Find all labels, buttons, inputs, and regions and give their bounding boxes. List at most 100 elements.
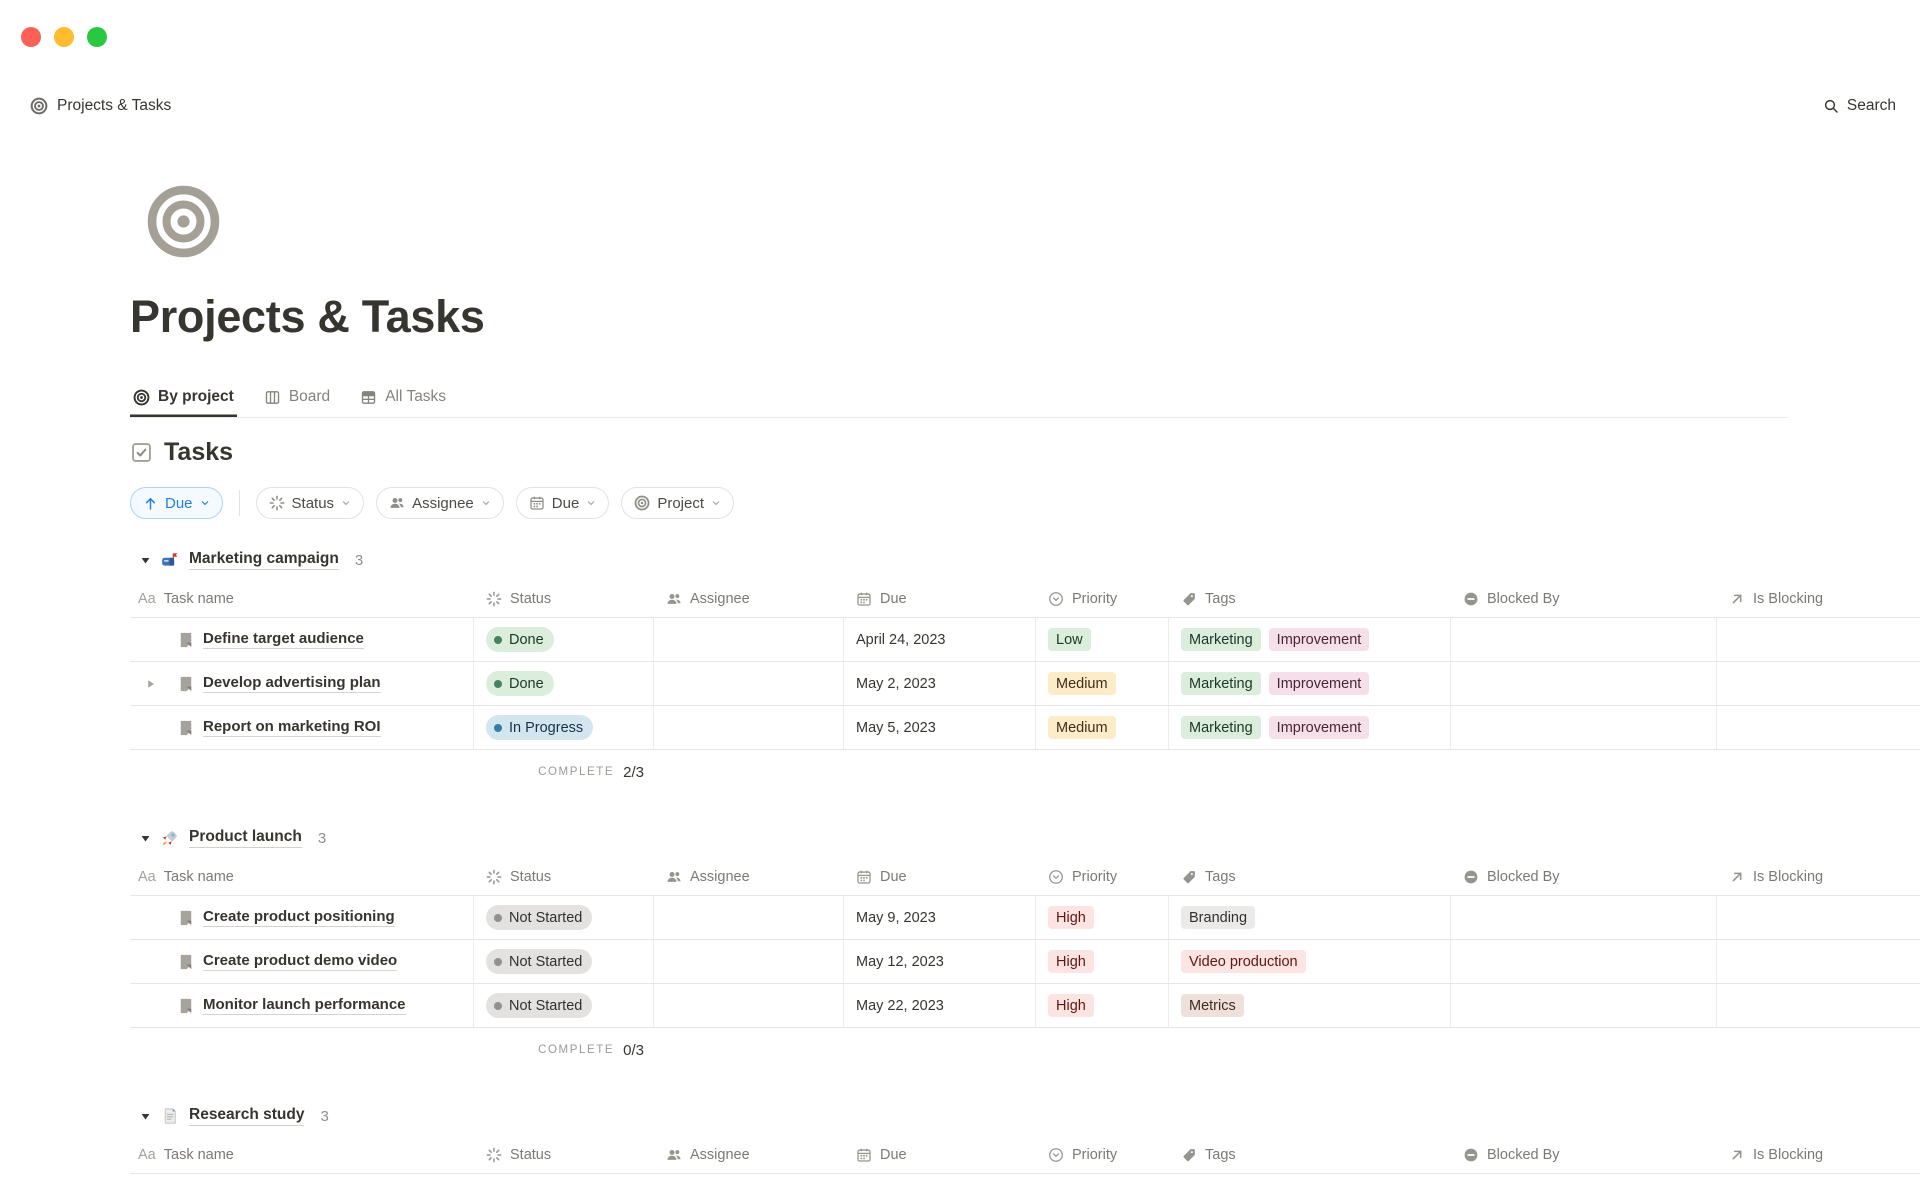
status-pill[interactable]: Not Started bbox=[486, 905, 593, 930]
due-cell[interactable]: May 9, 2023 bbox=[844, 896, 1036, 939]
tags-cell[interactable]: Branding bbox=[1169, 896, 1451, 939]
tags-cell[interactable]: Video production bbox=[1169, 940, 1451, 983]
task-name-cell[interactable]: Report on marketing ROI bbox=[130, 706, 474, 749]
status-cell[interactable]: In Progress bbox=[474, 706, 654, 749]
tag-pill[interactable]: Video production bbox=[1181, 950, 1306, 973]
task-name[interactable]: Develop advertising plan bbox=[203, 674, 381, 693]
status-pill[interactable]: Done bbox=[486, 671, 554, 696]
column-header-task-name[interactable]: Aa Task name bbox=[130, 580, 474, 617]
tags-cell[interactable]: Marketing Improvement bbox=[1169, 706, 1451, 749]
tags-cell[interactable]: Marketing Improvement bbox=[1169, 662, 1451, 705]
column-header-status[interactable]: Status bbox=[474, 858, 654, 895]
due-cell[interactable]: May 12, 2023 bbox=[844, 940, 1036, 983]
column-header-blocked-by[interactable]: Blocked By bbox=[1451, 1136, 1717, 1173]
tags-cell[interactable]: Metrics bbox=[1169, 984, 1451, 1027]
search-button[interactable]: Search bbox=[1823, 97, 1896, 115]
column-header-is-blocking[interactable]: Is Blocking bbox=[1717, 858, 1920, 895]
column-header-priority[interactable]: Priority bbox=[1036, 580, 1169, 617]
assignee-cell[interactable] bbox=[654, 896, 844, 939]
collapse-toggle-icon[interactable] bbox=[140, 833, 151, 844]
blocked-by-cell[interactable] bbox=[1451, 896, 1717, 939]
priority-pill[interactable]: Medium bbox=[1048, 716, 1116, 739]
complete-summary-row[interactable]: COMPLETE 2/3 bbox=[130, 750, 654, 794]
is-blocking-cell[interactable] bbox=[1717, 706, 1920, 749]
priority-pill[interactable]: High bbox=[1048, 906, 1094, 929]
assignee-cell[interactable] bbox=[654, 940, 844, 983]
column-header-task-name[interactable]: Aa Task name bbox=[130, 858, 474, 895]
task-name[interactable]: Monitor launch performance bbox=[203, 996, 406, 1015]
filter-chip-due[interactable]: Due bbox=[515, 487, 610, 519]
is-blocking-cell[interactable] bbox=[1717, 896, 1920, 939]
group-name[interactable]: Marketing campaign bbox=[189, 550, 339, 570]
filter-chip-project[interactable]: Project bbox=[621, 487, 734, 519]
priority-cell[interactable]: High bbox=[1036, 940, 1169, 983]
tag-pill[interactable]: Marketing bbox=[1181, 672, 1261, 695]
blocked-by-cell[interactable] bbox=[1451, 984, 1717, 1027]
filter-chip-status[interactable]: Status bbox=[255, 487, 365, 519]
tab-board[interactable]: Board bbox=[261, 382, 333, 417]
priority-cell[interactable]: High bbox=[1036, 984, 1169, 1027]
assignee-cell[interactable] bbox=[654, 618, 844, 661]
close-button[interactable] bbox=[21, 27, 41, 47]
tag-pill[interactable]: Marketing bbox=[1181, 716, 1261, 739]
priority-pill[interactable]: Low bbox=[1048, 628, 1091, 651]
tags-cell[interactable]: Marketing Improvement bbox=[1169, 618, 1451, 661]
due-cell[interactable]: May 5, 2023 bbox=[844, 706, 1036, 749]
due-cell[interactable]: May 22, 2023 bbox=[844, 984, 1036, 1027]
column-header-blocked-by[interactable]: Blocked By bbox=[1451, 858, 1717, 895]
task-name-cell[interactable]: Create product demo video bbox=[130, 940, 474, 983]
complete-summary-row[interactable]: COMPLETE 0/3 bbox=[130, 1028, 654, 1072]
task-name[interactable]: Define target audience bbox=[203, 630, 364, 649]
tag-pill[interactable]: Branding bbox=[1181, 906, 1256, 929]
column-header-priority[interactable]: Priority bbox=[1036, 858, 1169, 895]
blocked-by-cell[interactable] bbox=[1451, 706, 1717, 749]
group-name[interactable]: Product launch bbox=[189, 828, 302, 848]
breadcrumb[interactable]: Projects & Tasks bbox=[30, 97, 171, 115]
is-blocking-cell[interactable] bbox=[1717, 662, 1920, 705]
column-header-due[interactable]: Due bbox=[844, 580, 1036, 617]
task-name-cell[interactable]: Define target audience bbox=[130, 618, 474, 661]
minimize-button[interactable] bbox=[54, 27, 74, 47]
priority-cell[interactable]: Medium bbox=[1036, 662, 1169, 705]
column-header-is-blocking[interactable]: Is Blocking bbox=[1717, 1136, 1920, 1173]
task-name[interactable]: Create product positioning bbox=[203, 908, 395, 927]
tag-pill[interactable]: Marketing bbox=[1181, 628, 1261, 651]
column-header-tags[interactable]: Tags bbox=[1169, 858, 1451, 895]
collapse-toggle-icon[interactable] bbox=[140, 555, 151, 566]
column-header-tags[interactable]: Tags bbox=[1169, 580, 1451, 617]
filter-chip-assignee[interactable]: Assignee bbox=[376, 487, 504, 519]
due-cell[interactable]: May 2, 2023 bbox=[844, 662, 1036, 705]
column-header-assignee[interactable]: Assignee bbox=[654, 1136, 844, 1173]
group-name[interactable]: Research study bbox=[189, 1106, 305, 1126]
due-cell[interactable]: April 24, 2023 bbox=[844, 618, 1036, 661]
column-header-due[interactable]: Due bbox=[844, 858, 1036, 895]
status-cell[interactable]: Not Started bbox=[474, 896, 654, 939]
column-header-status[interactable]: Status bbox=[474, 1136, 654, 1173]
column-header-task-name[interactable]: Aa Task name bbox=[130, 1136, 474, 1173]
assignee-cell[interactable] bbox=[654, 706, 844, 749]
status-pill[interactable]: Not Started bbox=[486, 993, 593, 1018]
status-cell[interactable]: Done bbox=[474, 662, 654, 705]
page-target-icon[interactable] bbox=[145, 183, 222, 260]
collapse-toggle-icon[interactable] bbox=[140, 1111, 151, 1122]
zoom-button[interactable] bbox=[87, 27, 107, 47]
task-name-cell[interactable]: Monitor launch performance bbox=[130, 984, 474, 1027]
column-header-is-blocking[interactable]: Is Blocking bbox=[1717, 580, 1920, 617]
tab-all-tasks[interactable]: All Tasks bbox=[357, 382, 449, 417]
task-name-cell[interactable]: Develop advertising plan bbox=[130, 662, 474, 705]
status-pill[interactable]: Done bbox=[486, 627, 554, 652]
status-pill[interactable]: Not Started bbox=[486, 949, 593, 974]
task-name[interactable]: Create product demo video bbox=[203, 952, 398, 971]
column-header-tags[interactable]: Tags bbox=[1169, 1136, 1451, 1173]
is-blocking-cell[interactable] bbox=[1717, 984, 1920, 1027]
priority-cell[interactable]: Low bbox=[1036, 618, 1169, 661]
column-header-priority[interactable]: Priority bbox=[1036, 1136, 1169, 1173]
column-header-assignee[interactable]: Assignee bbox=[654, 858, 844, 895]
priority-pill[interactable]: Medium bbox=[1048, 672, 1116, 695]
tag-pill[interactable]: Improvement bbox=[1268, 716, 1370, 739]
is-blocking-cell[interactable] bbox=[1717, 618, 1920, 661]
status-cell[interactable]: Done bbox=[474, 618, 654, 661]
is-blocking-cell[interactable] bbox=[1717, 940, 1920, 983]
priority-cell[interactable]: High bbox=[1036, 896, 1169, 939]
blocked-by-cell[interactable] bbox=[1451, 940, 1717, 983]
